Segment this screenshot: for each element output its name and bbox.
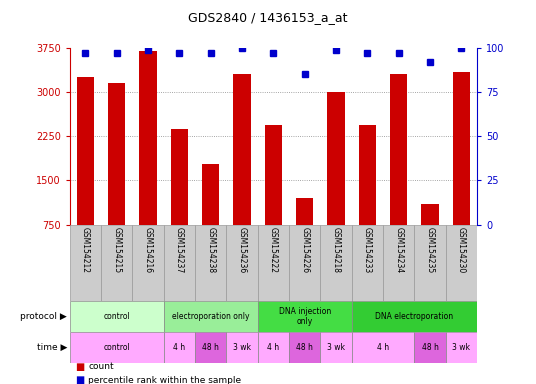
Text: GSM154212: GSM154212 (81, 227, 90, 273)
Bar (453, 71, 470, 225)
Bar (70, 301, 163, 332)
Text: GSM154236: GSM154236 (237, 227, 247, 273)
Text: GSM154222: GSM154222 (269, 227, 278, 273)
Bar (171, 129, 188, 225)
Text: percentile rank within the sample: percentile rank within the sample (88, 376, 242, 384)
Text: ■: ■ (75, 375, 84, 384)
Text: GSM154218: GSM154218 (332, 227, 340, 273)
Text: 3 wk: 3 wk (233, 343, 251, 352)
Bar (265, 124, 282, 225)
Bar (352, 301, 477, 332)
Text: 3 wk: 3 wk (327, 343, 345, 352)
Bar (390, 74, 407, 225)
Text: 4 h: 4 h (267, 343, 279, 352)
Text: count: count (88, 362, 114, 371)
Bar (258, 225, 289, 301)
Text: GSM154216: GSM154216 (144, 227, 153, 273)
Bar (296, 198, 314, 225)
Text: 48 h: 48 h (296, 343, 313, 352)
Bar (163, 332, 195, 363)
Text: control: control (103, 343, 130, 352)
Bar (108, 83, 125, 225)
Text: time ▶: time ▶ (36, 343, 67, 352)
Bar (352, 332, 414, 363)
Text: GSM154235: GSM154235 (426, 227, 435, 273)
Bar (233, 74, 251, 225)
Bar (258, 301, 352, 332)
Bar (446, 332, 477, 363)
Bar (352, 225, 383, 301)
Text: GSM154238: GSM154238 (206, 227, 215, 273)
Text: GSM154233: GSM154233 (363, 227, 372, 273)
Text: 48 h: 48 h (202, 343, 219, 352)
Bar (132, 225, 163, 301)
Bar (289, 332, 321, 363)
Text: electroporation only: electroporation only (172, 312, 249, 321)
Bar (321, 225, 352, 301)
Bar (414, 332, 446, 363)
Bar (446, 225, 477, 301)
Bar (139, 51, 157, 225)
Text: 48 h: 48 h (422, 343, 438, 352)
Bar (383, 225, 414, 301)
Bar (195, 332, 226, 363)
Bar (163, 225, 195, 301)
Text: DNA electroporation: DNA electroporation (375, 312, 453, 321)
Text: 4 h: 4 h (173, 343, 185, 352)
Text: control: control (103, 312, 130, 321)
Bar (289, 225, 321, 301)
Text: DNA injection
only: DNA injection only (279, 308, 331, 326)
Bar (163, 301, 258, 332)
Text: GSM154226: GSM154226 (300, 227, 309, 273)
Bar (70, 225, 101, 301)
Text: 3 wk: 3 wk (452, 343, 471, 352)
Bar (321, 332, 352, 363)
Bar (421, 204, 438, 225)
Text: GSM154234: GSM154234 (394, 227, 403, 273)
Bar (202, 164, 219, 225)
Bar (414, 225, 446, 301)
Bar (70, 332, 163, 363)
Bar (327, 92, 345, 225)
Bar (359, 124, 376, 225)
Text: ■: ■ (75, 362, 84, 372)
Bar (226, 225, 258, 301)
Text: protocol ▶: protocol ▶ (20, 312, 67, 321)
Bar (195, 225, 226, 301)
Text: GSM154215: GSM154215 (112, 227, 121, 273)
Bar (101, 225, 132, 301)
Bar (258, 332, 289, 363)
Bar (226, 332, 258, 363)
Text: GSM154237: GSM154237 (175, 227, 184, 273)
Text: GDS2840 / 1436153_a_at: GDS2840 / 1436153_a_at (188, 12, 348, 25)
Bar (77, 78, 94, 225)
Text: GSM154230: GSM154230 (457, 227, 466, 273)
Text: 4 h: 4 h (377, 343, 389, 352)
